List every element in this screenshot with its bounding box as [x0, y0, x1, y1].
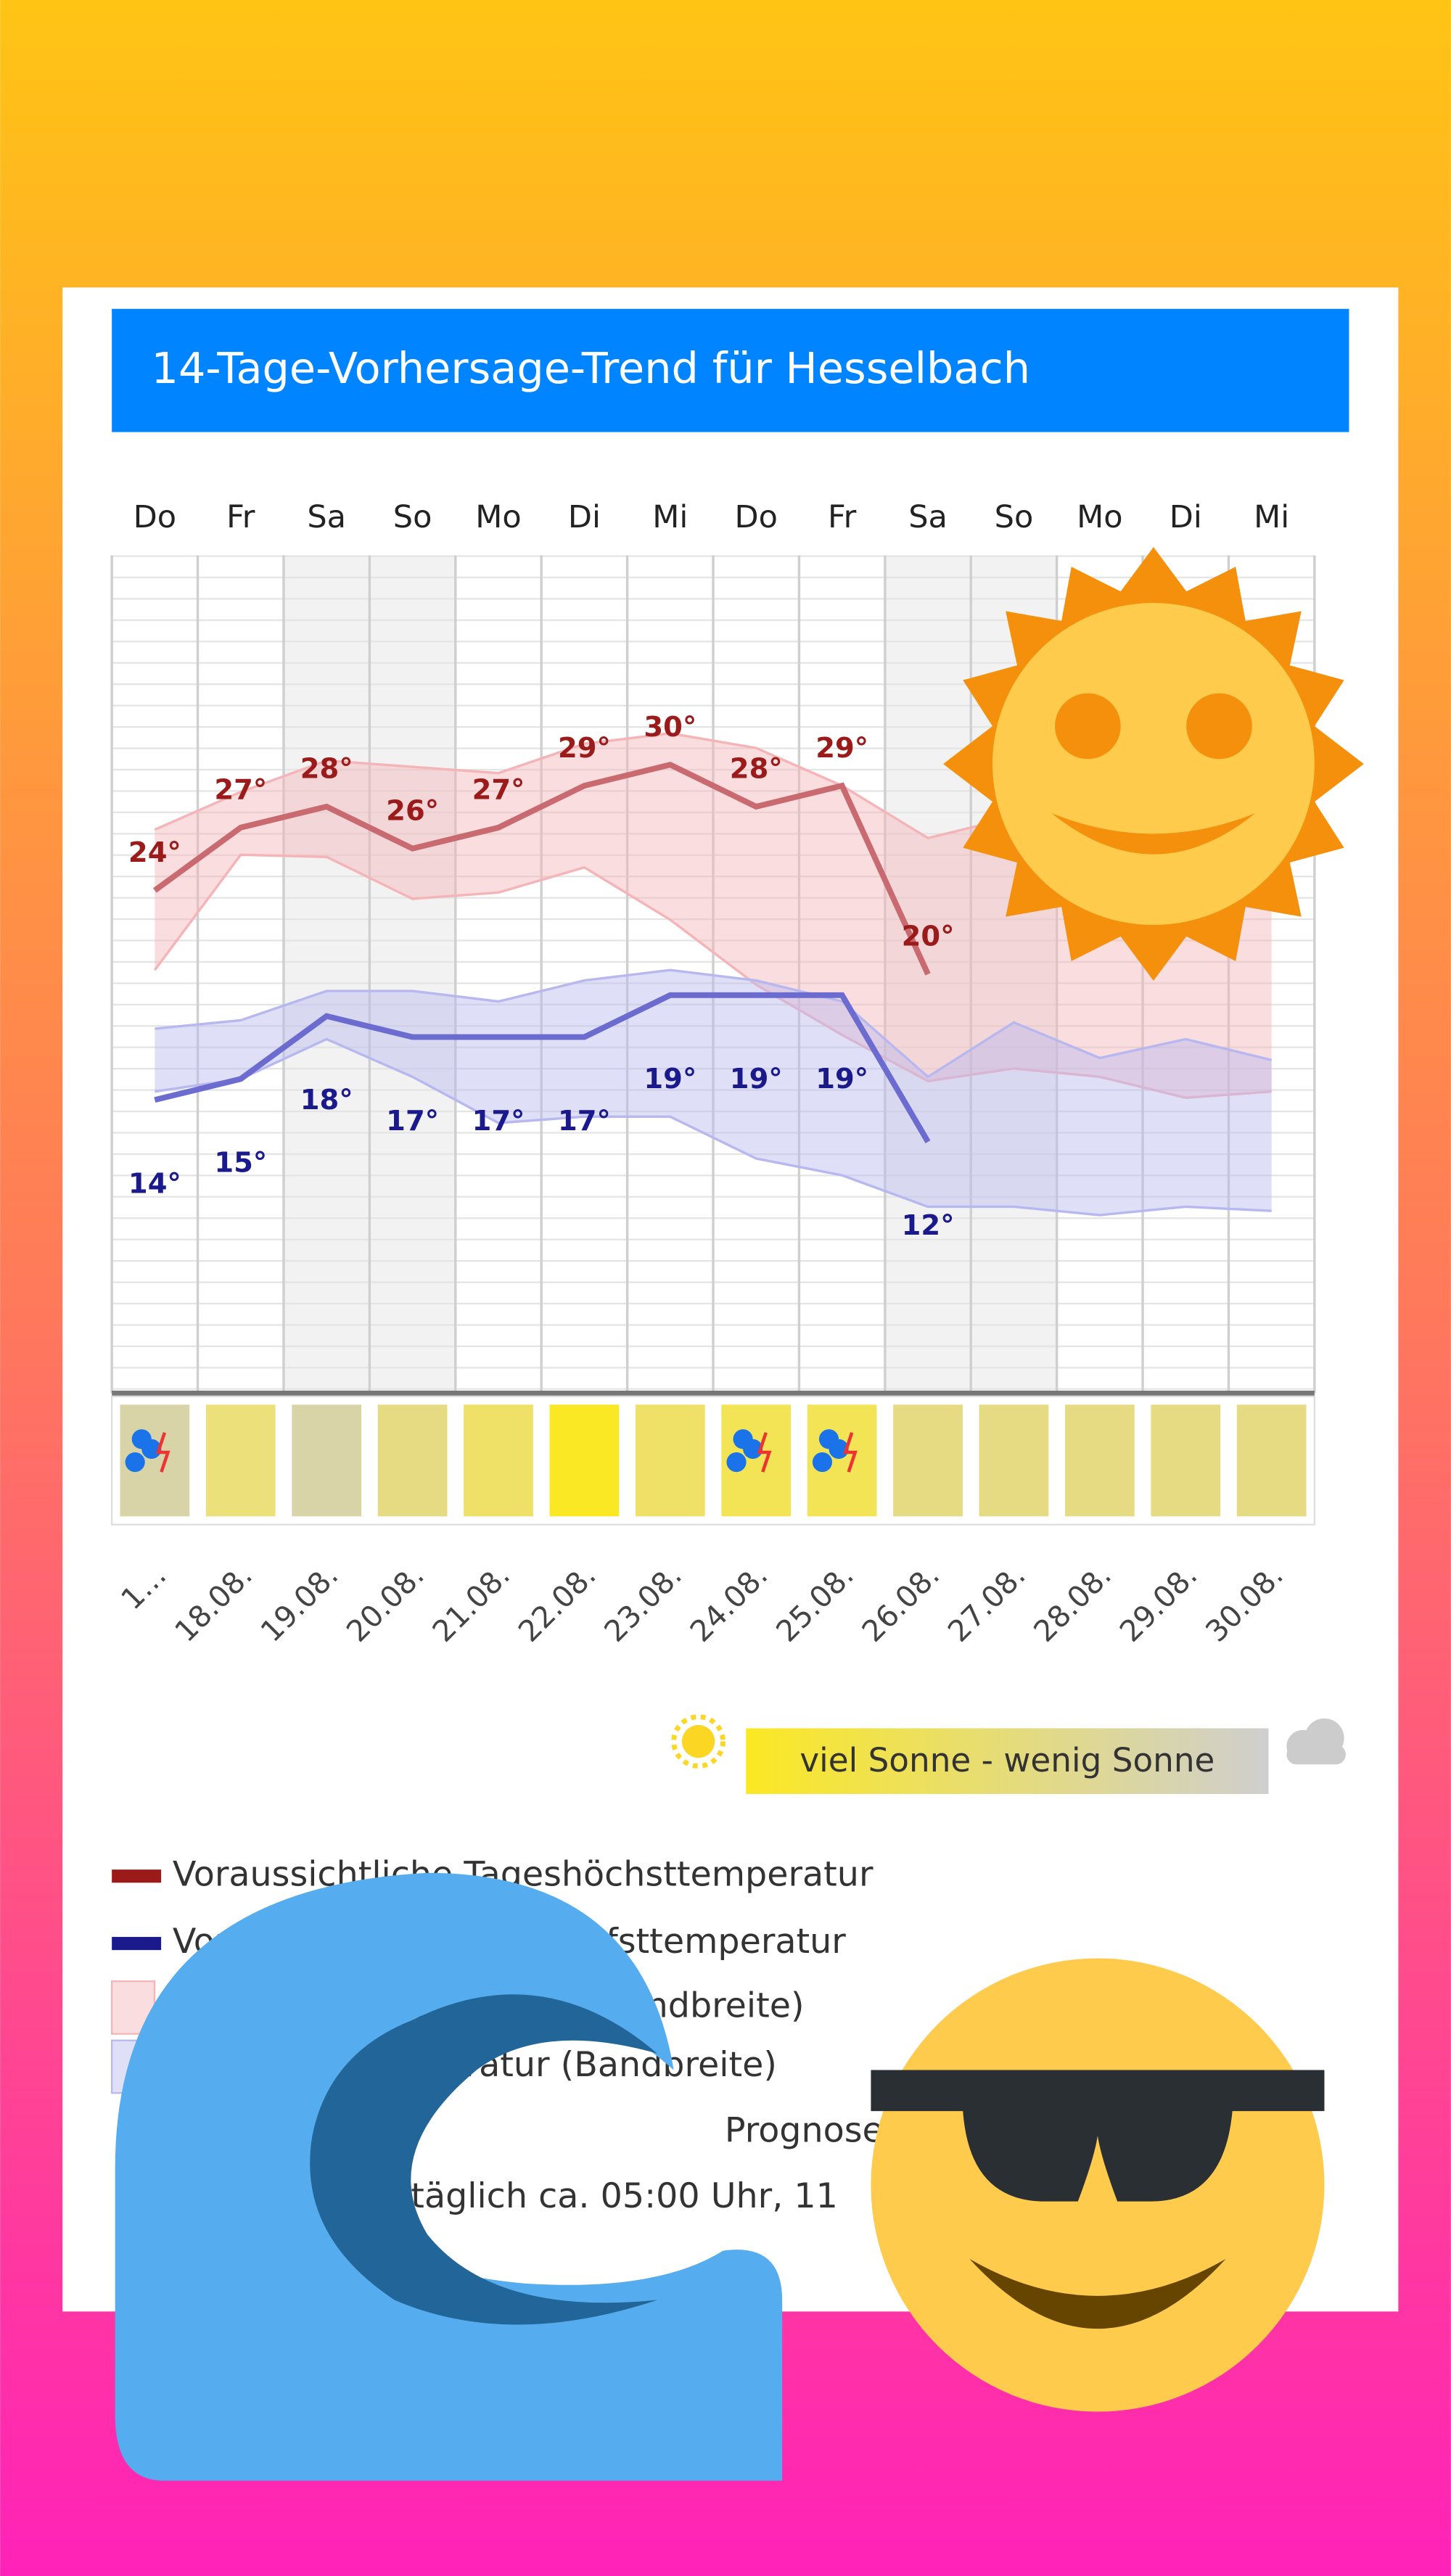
day-label: Sa [908, 499, 948, 535]
line [154, 992, 931, 1143]
band-edge [155, 1037, 1272, 1217]
header-bar [112, 308, 1349, 432]
day-label: Sa [307, 499, 346, 535]
value-label: 28° [730, 753, 783, 786]
legend-swatch [112, 1869, 162, 1883]
value-label: 19° [815, 1063, 868, 1095]
value-label: 17° [386, 1105, 439, 1137]
day-label: Mo [1077, 499, 1122, 535]
chart-title: 14-Tage-Vorhersage-Trend für Hesselbach [151, 343, 1030, 393]
day-label: Di [1170, 499, 1202, 535]
band-edge [155, 968, 1273, 1079]
cloud-icon [1286, 1718, 1346, 1765]
sun-strip [111, 1395, 1316, 1526]
rain-icon [812, 1429, 858, 1473]
line [153, 762, 931, 976]
value-label: 26° [386, 794, 439, 827]
sun-cell [893, 1404, 963, 1517]
day-label: Fr [828, 499, 857, 535]
sun-cell [1064, 1404, 1135, 1517]
sun-cell [1236, 1404, 1307, 1517]
footer-line: täglich ca. 05:00 Uhr, 11 [411, 2176, 838, 2216]
day-label: So [393, 499, 432, 535]
sun-scale [746, 1728, 1269, 1795]
sun-cell [205, 1404, 276, 1517]
wave-emoji [115, 1872, 783, 2481]
value-label: 28° [300, 753, 353, 786]
sun-cell [464, 1404, 533, 1517]
value-label: 17° [472, 1105, 525, 1137]
day-label: Mi [1254, 499, 1289, 535]
sun-icon [671, 1714, 726, 1769]
value-label: 14° [128, 1167, 181, 1200]
day-label: Fr [226, 499, 255, 535]
sun-cell [979, 1404, 1049, 1517]
value-label: 29° [815, 732, 868, 765]
legend-swatch [112, 1937, 162, 1951]
sun-cell [377, 1404, 448, 1517]
rain-icon [125, 1429, 170, 1473]
value-label: 20° [902, 921, 955, 953]
value-label: 19° [644, 1063, 696, 1095]
value-label: 19° [730, 1063, 783, 1095]
value-label: 30° [644, 711, 696, 744]
drop [818, 1429, 839, 1449]
day-label: So [995, 499, 1034, 535]
band-edge [153, 853, 1272, 1100]
day-label: Mo [475, 499, 521, 535]
drop [125, 1452, 145, 1473]
drop [131, 1429, 152, 1449]
sun-cell [635, 1404, 705, 1517]
bolt [155, 1432, 170, 1473]
sun-cell [549, 1404, 620, 1517]
sun-cell [292, 1404, 362, 1517]
footer-line: Prognose [725, 2111, 884, 2151]
value-label: 24° [128, 836, 181, 869]
bolt [757, 1432, 772, 1473]
sun-legend: viel Sonne - wenig Sonne [671, 1714, 1346, 1795]
value-label: 15° [214, 1147, 267, 1180]
band [155, 970, 1272, 1216]
sun-emoji [943, 547, 1364, 982]
cool-emoji [871, 1958, 1325, 2412]
value-label: 27° [214, 774, 267, 807]
value-label: 17° [558, 1105, 611, 1137]
value-label: 18° [300, 1084, 353, 1116]
value-label: 27° [472, 774, 525, 807]
day-label: Di [568, 499, 601, 535]
value-label: 12° [902, 1209, 955, 1242]
day-label: Do [734, 499, 777, 535]
drop [726, 1452, 747, 1473]
day-label: Mi [652, 499, 688, 535]
drop [733, 1429, 753, 1449]
drop [812, 1452, 833, 1473]
rain-icon [726, 1429, 772, 1473]
sun-legend-text: viel Sonne - wenig Sonne [800, 1741, 1214, 1779]
bolt [843, 1432, 858, 1473]
day-label: Do [133, 499, 176, 535]
value-label: 29° [558, 732, 611, 765]
sun-cell [1151, 1404, 1221, 1517]
